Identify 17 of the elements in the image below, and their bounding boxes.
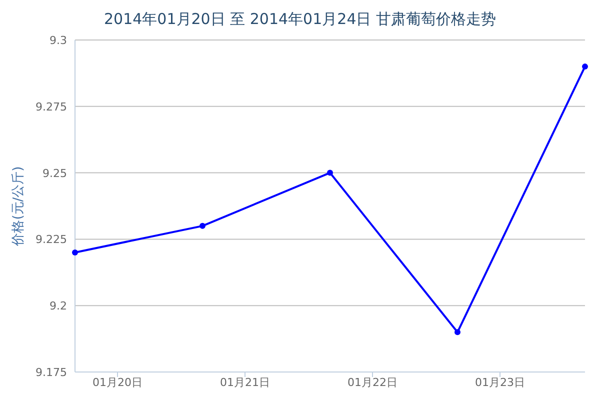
y-tick-label: 9.225	[36, 233, 67, 246]
point	[72, 249, 78, 256]
x-tick-label: 01月22日	[348, 376, 398, 389]
point	[582, 64, 588, 70]
x-tick-label: 01月21日	[220, 376, 270, 389]
y-tick-label: 9.25	[42, 166, 67, 180]
x-tick-label: 01月23日	[475, 376, 525, 389]
y-tick-label: 9.2	[50, 300, 67, 313]
point	[327, 170, 333, 176]
y-axis-title: 价格(元/公斤)	[11, 166, 26, 247]
y-tick-label: 9.3	[50, 34, 67, 47]
y-tick-label: 9.275	[36, 100, 67, 114]
point	[200, 222, 206, 229]
x-tick-label: 01月20日	[92, 376, 142, 389]
chart-title: 2014年01月20日 至 2014年01月24日 甘肃葡萄价格走势	[104, 10, 496, 28]
point	[454, 329, 460, 336]
y-tick-label: 9.175	[36, 366, 67, 379]
